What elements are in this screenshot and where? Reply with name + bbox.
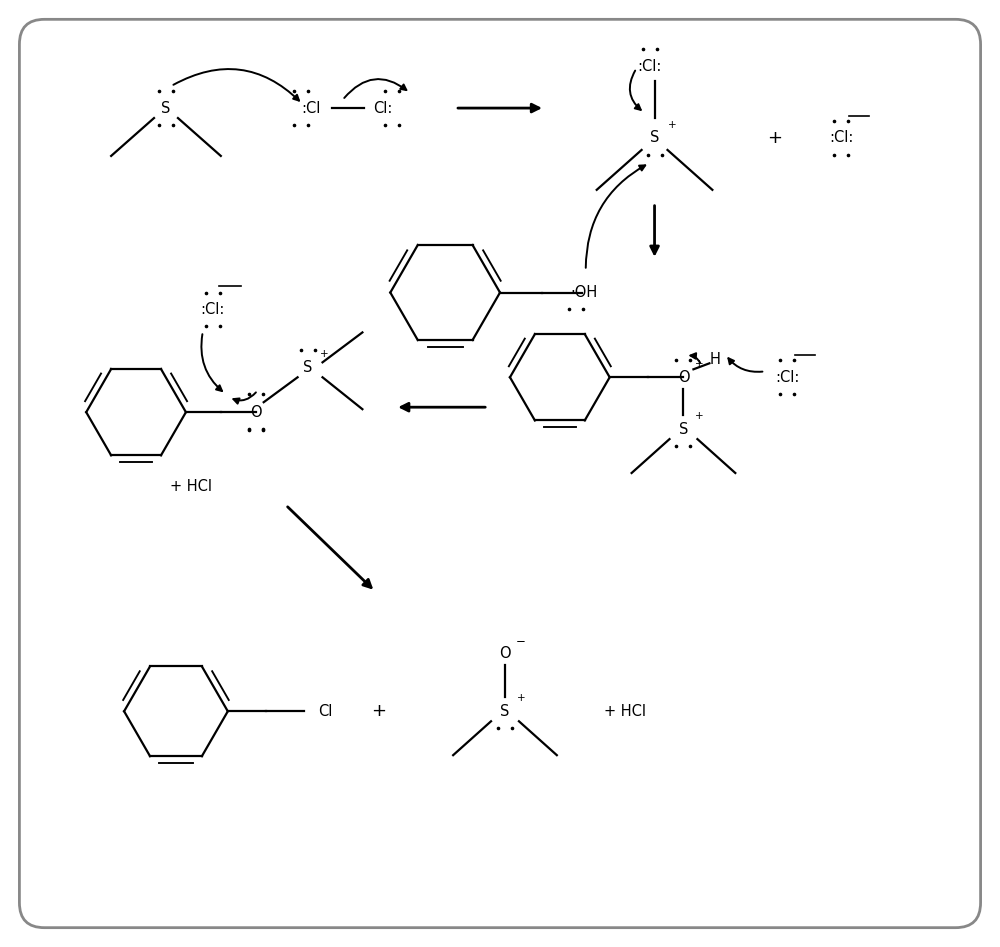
Text: :Cl:: :Cl: [201,302,225,317]
FancyArrowPatch shape [586,166,645,268]
Text: :Cl:: :Cl: [637,59,662,74]
Text: +: + [695,411,704,421]
FancyArrowPatch shape [690,353,700,363]
Text: Cl: Cl [318,704,333,719]
Text: +: + [668,120,676,130]
Text: + HCl: + HCl [604,704,646,719]
Text: Cl:: Cl: [373,100,392,116]
Text: +: + [517,693,526,704]
Text: S: S [500,704,510,719]
FancyArrowPatch shape [173,69,299,100]
Text: :Cl:: :Cl: [829,131,853,146]
FancyArrowPatch shape [651,205,658,254]
FancyArrowPatch shape [201,334,222,391]
Text: H: H [710,352,721,366]
Text: +: + [695,359,704,369]
Text: S: S [650,131,659,146]
Text: +: + [371,703,386,721]
Text: S: S [679,421,688,437]
Text: S: S [161,100,171,116]
Text: S: S [303,360,312,375]
FancyArrowPatch shape [344,79,406,98]
FancyArrowPatch shape [401,403,485,411]
FancyArrowPatch shape [288,507,371,587]
Text: +: + [320,349,328,359]
Text: O: O [250,404,262,420]
FancyArrowPatch shape [233,392,256,403]
Text: O: O [499,646,511,661]
Text: ·OH: ·OH [570,285,597,300]
Text: O: O [678,369,689,384]
FancyArrowPatch shape [630,71,641,110]
Text: + HCl: + HCl [170,479,212,494]
FancyArrowPatch shape [458,104,539,112]
Text: −: − [516,635,526,648]
FancyArrowPatch shape [728,358,762,372]
Text: :Cl: :Cl [301,100,320,116]
Text: +: + [767,129,782,147]
Text: :Cl:: :Cl: [775,369,799,384]
